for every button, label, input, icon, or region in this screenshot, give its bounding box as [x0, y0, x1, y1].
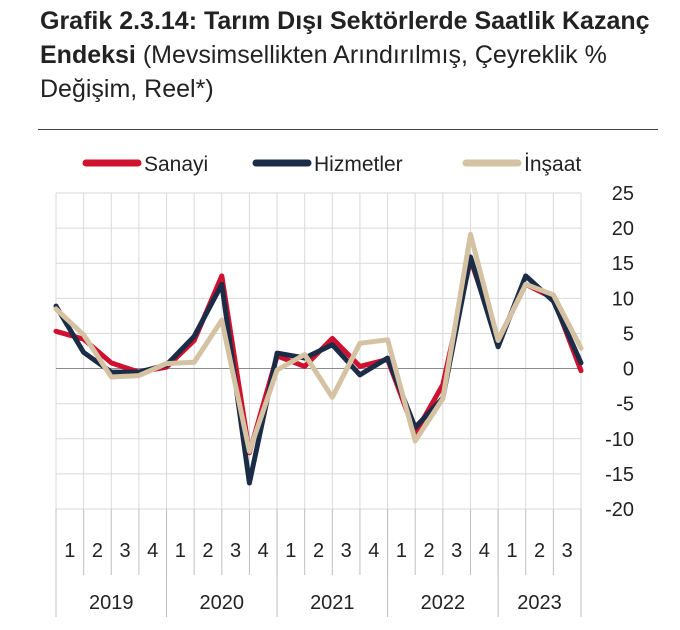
x-tick-year-label: 2021	[310, 592, 355, 614]
chart-title-subtitle: (Mevsimsellikten Arındırılmış, Çeyreklik…	[40, 41, 607, 103]
x-tick-quarter-label: 4	[368, 540, 379, 562]
x-tick-quarter-label: 2	[92, 540, 103, 562]
chart-legend: Sanayi Hizmetler İnşaat	[82, 153, 581, 176]
y-tick-label: -15	[605, 464, 634, 486]
y-axis-ticks: 25 20 15 10 5 0 -5 -10 -15 -20	[605, 183, 634, 521]
chart-title-bold: Grafik 2.3.14: Tarım Dışı Sektörlerde Sa…	[40, 7, 650, 69]
chart-title: Grafik 2.3.14: Tarım Dışı Sektörlerde Sa…	[40, 4, 660, 106]
x-tick-quarter-label: 2	[423, 540, 434, 562]
series-line-1	[53, 254, 584, 486]
legend-label-0: Sanayi	[144, 153, 208, 176]
x-tick-quarter-label: 2	[313, 540, 324, 562]
x-tick-quarter-label: 4	[147, 540, 158, 562]
legend-label-1: Hizmetler	[314, 153, 403, 176]
x-tick-quarter-label: 1	[175, 540, 186, 562]
y-tick-label: -20	[605, 499, 634, 521]
y-tick-label: -5	[616, 394, 634, 416]
y-tick-label: 25	[612, 183, 634, 205]
x-tick-quarter-label: 3	[562, 540, 573, 562]
y-tick-label: 5	[623, 323, 634, 345]
x-tick-quarter-label: 4	[258, 540, 269, 562]
x-tick-quarter-label: 3	[120, 540, 131, 562]
chart-series	[53, 231, 584, 486]
title-divider	[38, 129, 658, 130]
y-tick-label: 20	[612, 218, 634, 240]
x-tick-year-label: 2020	[200, 592, 245, 614]
x-tick-quarter-label: 2	[202, 540, 213, 562]
legend-label-2: İnşaat	[524, 153, 581, 176]
y-tick-label: 0	[623, 359, 634, 381]
x-tick-year-label: 2023	[517, 592, 562, 614]
x-tick-quarter-label: 1	[64, 540, 75, 562]
x-tick-quarter-label: 1	[506, 540, 517, 562]
x-tick-quarter-label: 1	[285, 540, 296, 562]
y-tick-label: -10	[605, 429, 634, 451]
x-tick-quarter-label: 3	[451, 540, 462, 562]
x-tick-quarter-label: 4	[479, 540, 490, 562]
x-tick-quarter-label: 3	[230, 540, 241, 562]
x-tick-quarter-label: 2	[534, 540, 545, 562]
y-tick-label: 15	[612, 253, 634, 275]
y-tick-label: 10	[612, 288, 634, 310]
series-line-0	[53, 257, 584, 456]
x-tick-quarter-label: 1	[396, 540, 407, 562]
x-tick-year-label: 2022	[421, 592, 466, 614]
series-line-2	[53, 231, 584, 454]
x-tick-quarter-label: 3	[341, 540, 352, 562]
x-tick-year-label: 2019	[89, 592, 134, 614]
